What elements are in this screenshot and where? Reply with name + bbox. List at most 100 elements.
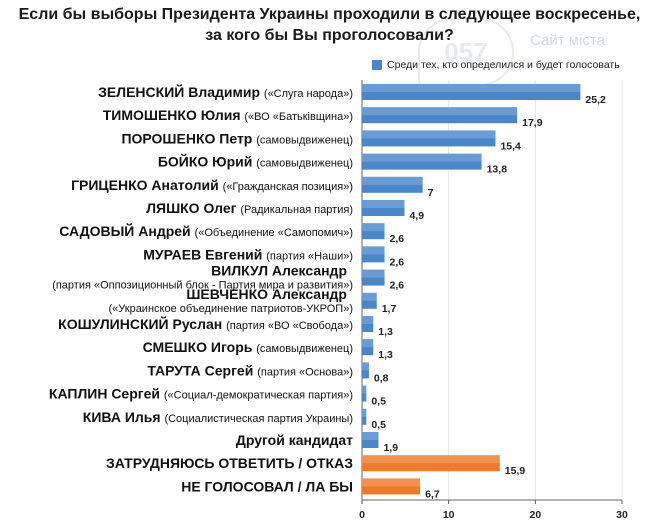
category-party: (партия «ВО «Свобода»): [226, 320, 353, 332]
category-party: («Объединение «Самопомич»): [195, 227, 353, 239]
bar: [362, 269, 385, 286]
category-label: САДОВЫЙ Андрей («Объединение «Самопомич»…: [59, 222, 353, 239]
category-name: НЕ ГОЛОСОВАЛ / ЛА БЫ: [181, 478, 353, 494]
bar: [362, 153, 482, 170]
bar: [362, 432, 379, 448]
bar: [362, 223, 385, 240]
bar: [362, 246, 385, 263]
chart-title-line2: за кого бы Вы проголосовали?: [205, 27, 454, 44]
bar-highlight: [362, 385, 367, 394]
category-sublabel: (партия «Оппозиционный блок - Партия мир…: [52, 280, 353, 292]
bar-highlight: [362, 316, 374, 324]
x-tick-label: 30: [616, 509, 628, 521]
x-tick-label: 20: [529, 509, 541, 521]
value-label: 13,8: [487, 164, 508, 176]
category-name: СМЕШКО Игорь: [143, 339, 257, 355]
legend-label: Среди тех, кто определился и будет голос…: [387, 59, 620, 71]
bar-highlight: [362, 200, 405, 208]
bar: [362, 130, 496, 147]
category-party: (партия «Основа»): [257, 366, 353, 378]
category-label: БОЙКО Юрий (самовыдвиженец): [158, 153, 353, 170]
category-party: («Социал-демократическая партия»): [164, 390, 353, 402]
category-party: (самовыдвиженец): [256, 343, 353, 355]
value-label: 2,6: [390, 233, 405, 245]
category-party: (Социалистическая партия Украины): [164, 413, 353, 425]
bar: [362, 176, 423, 193]
chart-title-line1: Если бы выборы Президента Украины проход…: [18, 6, 641, 23]
category-label: ЗАТРУДНЯЮСЬ ОТВЕТИТЬ / ОТКАЗ: [106, 455, 353, 471]
watermark-text: Сайт міста: [530, 32, 605, 49]
category-label: КАПЛИН Сергей («Социал-демократическая п…: [49, 386, 353, 402]
bar-highlight: [362, 269, 385, 278]
value-label: 1,3: [378, 349, 393, 361]
bar-highlight: [362, 478, 421, 487]
bar: [362, 362, 369, 379]
bar-highlight: [362, 246, 385, 255]
category-label: СМЕШКО Игорь (самовыдвиженец): [143, 339, 353, 355]
bar-highlight: [362, 176, 423, 185]
category-name: МУРАЕВ Евгений: [143, 246, 266, 262]
category-name: ПОРОШЕНКО Петр: [121, 130, 256, 146]
category-label: ГРИЦЕНКО Анатолий («Гражданская позиция»…: [71, 177, 353, 193]
bar-highlight: [362, 153, 482, 162]
category-label: Другой кандидат: [236, 432, 353, 448]
bar: [362, 292, 377, 309]
legend-swatch: [372, 60, 382, 70]
category-party: («Слуга народа»): [264, 88, 353, 100]
category-label: ЗЕЛЕНСКИЙ Владимир («Слуга народа»): [98, 83, 353, 100]
bar-highlight: [362, 130, 496, 139]
bar-highlight: [362, 432, 379, 440]
category-name: ТИМОШЕНКО Юлия: [103, 107, 245, 123]
value-label: 15,4: [500, 140, 521, 152]
bar: [362, 455, 500, 472]
bar: [362, 339, 374, 356]
value-label: 7: [428, 187, 434, 199]
chart-title: Если бы выборы Президента Украины проход…: [0, 4, 659, 46]
value-label: 15,9: [505, 465, 526, 477]
category-label: МУРАЕВ Евгений (партия «Наши»): [143, 246, 353, 262]
category-party: (Радикальная партия): [240, 204, 353, 216]
x-tick-label: 0: [359, 509, 365, 521]
category-name: ТАРУТА Сергей: [147, 362, 257, 378]
value-label: 0,8: [374, 372, 389, 384]
value-label: 1,3: [378, 326, 393, 338]
category-label: ШЕВЧЕНКО Александр: [186, 286, 347, 302]
value-label: 25,2: [585, 94, 606, 106]
x-tick-label: 10: [443, 509, 455, 521]
bar: [362, 84, 581, 100]
bar-highlight: [362, 339, 374, 348]
category-party: (партия «Наши»): [266, 250, 353, 262]
bar-highlight: [362, 362, 369, 371]
category-name: Другой кандидат: [236, 432, 353, 448]
bar: [362, 107, 518, 124]
value-label: 2,6: [390, 280, 405, 292]
category-party: (самовыдвиженец): [256, 158, 353, 170]
category-name: ГРИЦЕНКО Анатолий: [71, 177, 223, 193]
category-label: КОШУЛИНСКИЙ Руслан (партия «ВО «Свобода»…: [58, 315, 353, 332]
bar: [362, 200, 405, 216]
value-label: 1,9: [383, 442, 398, 454]
category-name: КАПЛИН Сергей: [49, 386, 164, 402]
category-label: ТИМОШЕНКО Юлия («ВО «Батьківщина»): [103, 107, 353, 123]
category-name: ЛЯШКО Олег: [146, 200, 240, 216]
category-name: КИВА Илья: [83, 409, 165, 425]
value-label: 4,9: [409, 210, 424, 222]
bar-highlight: [362, 107, 518, 116]
category-label: ПОРОШЕНКО Петр (самовыдвиженец): [121, 130, 353, 146]
category-name: БОЙКО Юрий: [158, 153, 256, 170]
bar-highlight: [362, 84, 581, 92]
category-party: («ВО «Батьківщина»): [244, 111, 353, 123]
bar-highlight: [362, 292, 377, 301]
category-name: ЗЕЛЕНСКИЙ Владимир: [98, 83, 264, 100]
category-sublabel: («Украинское объединение патриотов-УКРОП…: [108, 303, 353, 315]
category-label: КИВА Илья (Социалистическая партия Украи…: [83, 409, 353, 425]
value-label: 0,5: [371, 419, 386, 431]
bar: [362, 316, 374, 332]
value-label: 2,6: [390, 256, 405, 268]
category-name: ЗАТРУДНЯЮСЬ ОТВЕТИТЬ / ОТКАЗ: [106, 455, 353, 471]
category-party: («Гражданская позиция»): [223, 181, 353, 193]
bar-highlight: [362, 408, 367, 417]
value-label: 6,7: [425, 488, 440, 500]
chart-legend: Среди тех, кто определился и будет голос…: [372, 59, 620, 71]
